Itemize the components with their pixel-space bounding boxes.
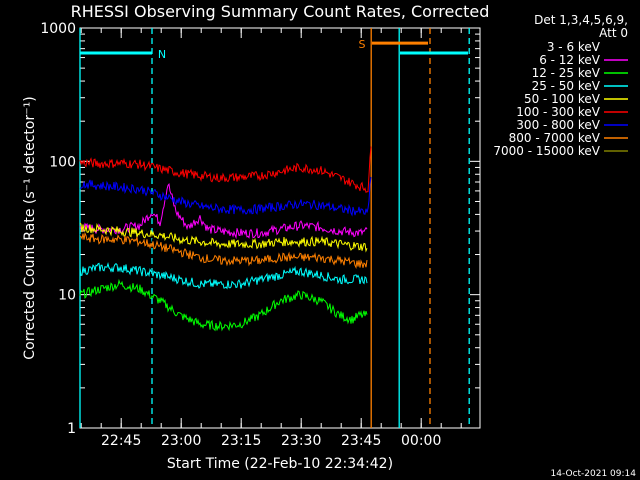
- series-line: [79, 222, 368, 253]
- legend-label: 300 - 800 keV: [516, 118, 600, 132]
- chart-title: RHESSI Observing Summary Count Rates, Co…: [71, 2, 490, 21]
- legend-label: 3 - 6 keV: [547, 40, 601, 54]
- legend-label: 50 - 100 keV: [524, 92, 601, 106]
- series-line: [79, 177, 372, 217]
- legend-label: 7000 - 15000 keV: [493, 144, 600, 158]
- x-tick-label: 23:15: [221, 433, 261, 449]
- y-tick-label: 1000: [40, 21, 76, 37]
- series-line: [79, 278, 368, 332]
- mode-bar-label: S: [359, 38, 366, 51]
- mode-bar-label: N: [158, 48, 166, 61]
- x-tick-label: 23:45: [341, 433, 381, 449]
- y-tick-label: 1: [67, 421, 76, 437]
- y-tick-label: 100: [49, 154, 76, 170]
- legend-label: 800 - 7000 keV: [509, 131, 601, 145]
- x-tick-label: 23:00: [161, 433, 201, 449]
- legend-header-line2: Att 0: [599, 26, 628, 40]
- x-tick-label: 23:30: [281, 433, 321, 449]
- footer-timestamp: 14-Oct-2021 09:14: [551, 469, 637, 479]
- x-axis-label: Start Time (22-Feb-10 22:34:42): [167, 456, 393, 472]
- series-line: [79, 215, 368, 257]
- y-tick-label: 10: [58, 288, 76, 304]
- x-tick-label: 00:00: [401, 433, 441, 449]
- series-line: [79, 231, 368, 269]
- series-line: [79, 261, 368, 290]
- x-tick-label: 22:45: [101, 433, 141, 449]
- series-line: [79, 146, 372, 193]
- legend-header-line1: Det 1,3,4,5,6,9,: [534, 13, 628, 27]
- legend-label: 6 - 12 keV: [539, 53, 601, 67]
- legend-label: 12 - 25 keV: [532, 66, 601, 80]
- legend-label: 25 - 50 keV: [532, 79, 601, 93]
- legend-label: 100 - 300 keV: [516, 105, 600, 119]
- y-axis-label: Corrected Count Rate (s⁻¹ detector⁻¹): [22, 96, 38, 359]
- series-line: [79, 183, 368, 240]
